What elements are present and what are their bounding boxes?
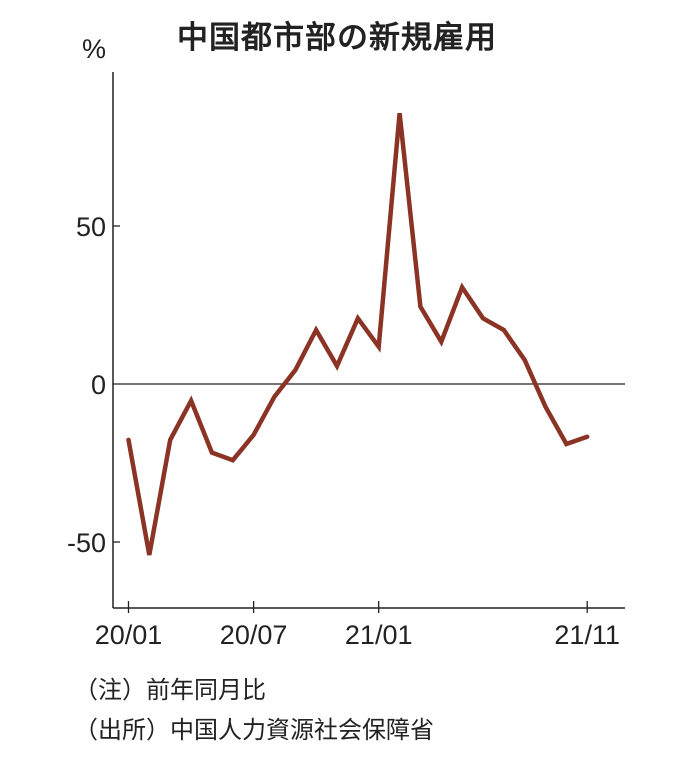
y-tick-label: 0 xyxy=(91,370,106,400)
chart-source: （出所）中国人力資源社会保障省 xyxy=(74,716,434,744)
chart-title: 中国都市部の新規雇用 xyxy=(177,20,497,56)
x-tick-label: 21/11 xyxy=(554,620,620,650)
series-line xyxy=(126,112,590,556)
y-tick-label: -50 xyxy=(67,528,106,558)
x-tick-label: 20/01 xyxy=(95,620,163,650)
x-tick-label: 20/07 xyxy=(220,620,288,650)
y-axis-unit-label: % xyxy=(82,34,106,64)
y-tick-label: 50 xyxy=(76,212,106,242)
chart-note: （注）前年同月比 xyxy=(74,676,266,704)
line-chart: % -50 0 50 20/01 20/07 21/01 21/11 xyxy=(67,34,625,650)
x-tick-label: 21/01 xyxy=(345,620,413,650)
